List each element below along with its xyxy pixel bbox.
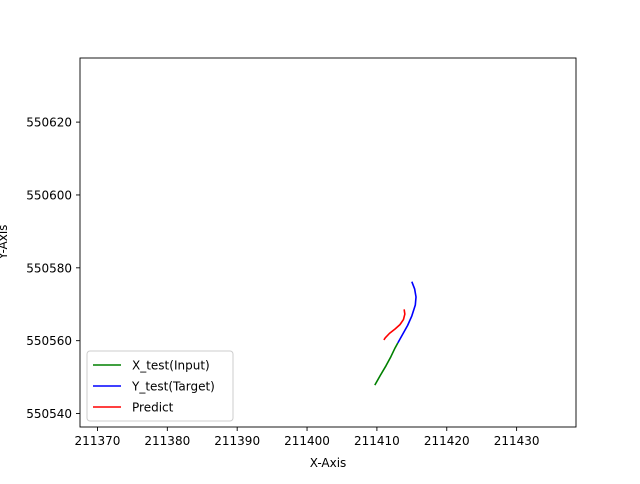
y-axis-label: Y-Axis [0, 225, 10, 261]
plot-area [79, 57, 577, 428]
y-tick-label-3: 550600 [26, 188, 72, 202]
y-tick-label-2: 550580 [26, 261, 72, 275]
legend: X_test(Input) Y_test(Target) Predict [86, 350, 234, 422]
x-tick-label-3: 211400 [284, 434, 330, 448]
x-axis-label: X-Axis [310, 456, 347, 470]
y-tick-label-4: 550620 [26, 116, 72, 130]
x-tick-label-1: 211380 [144, 434, 190, 448]
x-tick-label-2: 211390 [214, 434, 260, 448]
series-line-1 [397, 281, 417, 344]
series-line-2 [383, 309, 406, 341]
y-axis: 550540 550560 550580 550600 550620 [26, 116, 80, 421]
plot-frame [79, 57, 577, 428]
x-tick-label-5: 211420 [424, 434, 470, 448]
x-tick-label-0: 211370 [75, 434, 121, 448]
series-line-0 [374, 342, 399, 386]
legend-label-0: X_test(Input) [132, 359, 210, 373]
y-tick-label-1: 550560 [26, 334, 72, 348]
legend-label-1: Y_test(Target) [131, 380, 215, 394]
x-axis: 211370 211380 211390 211400 211410 211420 2114… [75, 427, 540, 448]
legend-label-2: Predict [132, 401, 174, 415]
legend-box [86, 350, 234, 422]
y-tick-label-0: 550540 [26, 407, 72, 421]
x-tick-label-4: 211410 [354, 434, 400, 448]
x-tick-label-6: 211430 [494, 434, 540, 448]
